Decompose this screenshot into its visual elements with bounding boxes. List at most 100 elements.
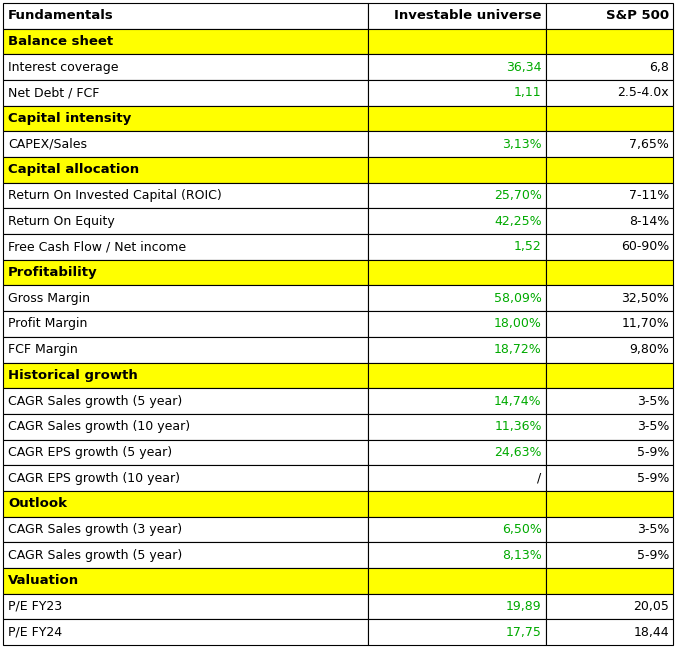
Bar [368,132,546,157]
Text: Interest coverage: Interest coverage [8,61,118,74]
Bar [3,414,368,439]
Text: 7-11%: 7-11% [629,189,669,202]
Text: 36,34: 36,34 [506,61,541,74]
Bar [368,80,546,106]
Bar [546,234,673,260]
Bar [546,209,673,234]
Bar [546,619,673,645]
Bar [546,157,673,183]
Bar [368,209,546,234]
Bar [546,594,673,619]
Bar [546,286,673,311]
Bar [3,286,368,311]
Bar [546,29,673,54]
Bar [3,439,368,465]
Bar [546,362,673,388]
Bar [3,362,368,388]
Bar [368,106,546,132]
Bar [3,568,368,594]
Bar [546,388,673,414]
Text: Valuation: Valuation [8,574,79,587]
Text: Free Cash Flow / Net income: Free Cash Flow / Net income [8,240,186,253]
Text: 9,80%: 9,80% [629,343,669,356]
Bar [368,286,546,311]
Bar [3,619,368,645]
Bar [546,183,673,209]
Text: 58,09%: 58,09% [494,292,541,305]
Bar [368,568,546,594]
Text: P/E FY24: P/E FY24 [8,626,62,639]
Text: Fundamentals: Fundamentals [8,9,114,22]
Bar [3,260,368,286]
Text: 32,50%: 32,50% [621,292,669,305]
Bar [546,414,673,439]
Bar [546,542,673,568]
Bar [546,568,673,594]
Text: CAGR Sales growth (10 year): CAGR Sales growth (10 year) [8,420,190,434]
Bar [3,132,368,157]
Text: P/E FY23: P/E FY23 [8,600,62,613]
Bar [3,54,368,80]
Bar [3,234,368,260]
Text: 42,25%: 42,25% [494,214,541,228]
Text: Balance sheet: Balance sheet [8,35,113,48]
Bar [368,3,546,29]
Bar [3,311,368,337]
Bar [368,54,546,80]
Bar [368,183,546,209]
Bar [3,337,368,362]
Text: 17,75: 17,75 [506,626,541,639]
Text: Return On Equity: Return On Equity [8,214,115,228]
Bar [546,260,673,286]
Bar [368,414,546,439]
Text: Return On Invested Capital (ROIC): Return On Invested Capital (ROIC) [8,189,222,202]
Bar [3,388,368,414]
Text: Profitability: Profitability [8,266,97,279]
Text: 1,11: 1,11 [514,86,541,99]
Text: CAGR EPS growth (10 year): CAGR EPS growth (10 year) [8,472,180,485]
Text: 3-5%: 3-5% [637,420,669,434]
Text: 1,52: 1,52 [514,240,541,253]
Bar [546,54,673,80]
Bar [368,516,546,542]
Bar [546,80,673,106]
Bar [3,491,368,516]
Text: 24,63%: 24,63% [494,446,541,459]
Bar [368,157,546,183]
Bar [368,362,546,388]
Bar [3,157,368,183]
Text: Gross Margin: Gross Margin [8,292,90,305]
Bar [546,337,673,362]
Text: 19,89: 19,89 [506,600,541,613]
Bar [3,542,368,568]
Bar [546,132,673,157]
Bar [3,516,368,542]
Bar [3,80,368,106]
Bar [3,3,368,29]
Bar [368,29,546,54]
Text: 7,65%: 7,65% [629,138,669,151]
Bar [368,465,546,491]
Bar [3,29,368,54]
Bar [546,465,673,491]
Bar [368,542,546,568]
Text: 5-9%: 5-9% [637,549,669,562]
Text: 25,70%: 25,70% [494,189,541,202]
Bar [546,439,673,465]
Bar [3,594,368,619]
Bar [546,311,673,337]
Text: 8,13%: 8,13% [502,549,541,562]
Text: CAGR EPS growth (5 year): CAGR EPS growth (5 year) [8,446,172,459]
Text: Profit Margin: Profit Margin [8,318,87,330]
Bar [368,234,546,260]
Text: 6,8: 6,8 [649,61,669,74]
Bar [368,619,546,645]
Text: 18,00%: 18,00% [494,318,541,330]
Bar [546,491,673,516]
Text: S&P 500: S&P 500 [606,9,669,22]
Text: Capital allocation: Capital allocation [8,163,139,176]
Text: Capital intensity: Capital intensity [8,112,131,125]
Text: 11,70%: 11,70% [621,318,669,330]
Text: Investable universe: Investable universe [394,9,541,22]
Bar [368,311,546,337]
